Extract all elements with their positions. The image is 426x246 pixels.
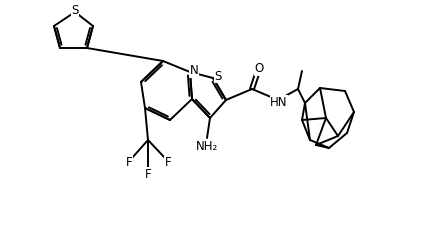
Text: HN: HN (270, 95, 288, 108)
Text: S: S (71, 4, 79, 17)
Text: N: N (190, 64, 199, 77)
Text: F: F (126, 155, 132, 169)
Text: S: S (214, 70, 222, 82)
Text: NH₂: NH₂ (196, 139, 218, 153)
Text: F: F (145, 168, 151, 181)
Text: O: O (254, 62, 264, 76)
Text: F: F (165, 155, 171, 169)
